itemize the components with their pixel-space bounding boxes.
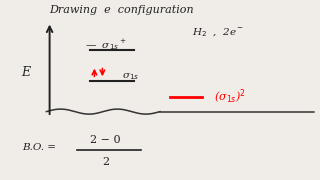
Text: (σ$_{1s}$)$^2$: (σ$_{1s}$)$^2$	[214, 88, 246, 106]
Text: σ$_{1s}$: σ$_{1s}$	[122, 71, 139, 82]
Text: 2 − 0: 2 − 0	[90, 135, 121, 145]
Text: —  σ$_{1s}$$^+$: — σ$_{1s}$$^+$	[85, 37, 126, 51]
Text: Drawing  e  configuration: Drawing e configuration	[49, 5, 194, 15]
Text: B.O. =: B.O. =	[22, 143, 56, 152]
Text: 2: 2	[102, 157, 109, 167]
Text: H$_2$  ,  2e$^-$: H$_2$ , 2e$^-$	[192, 26, 244, 39]
Text: E: E	[21, 66, 30, 78]
